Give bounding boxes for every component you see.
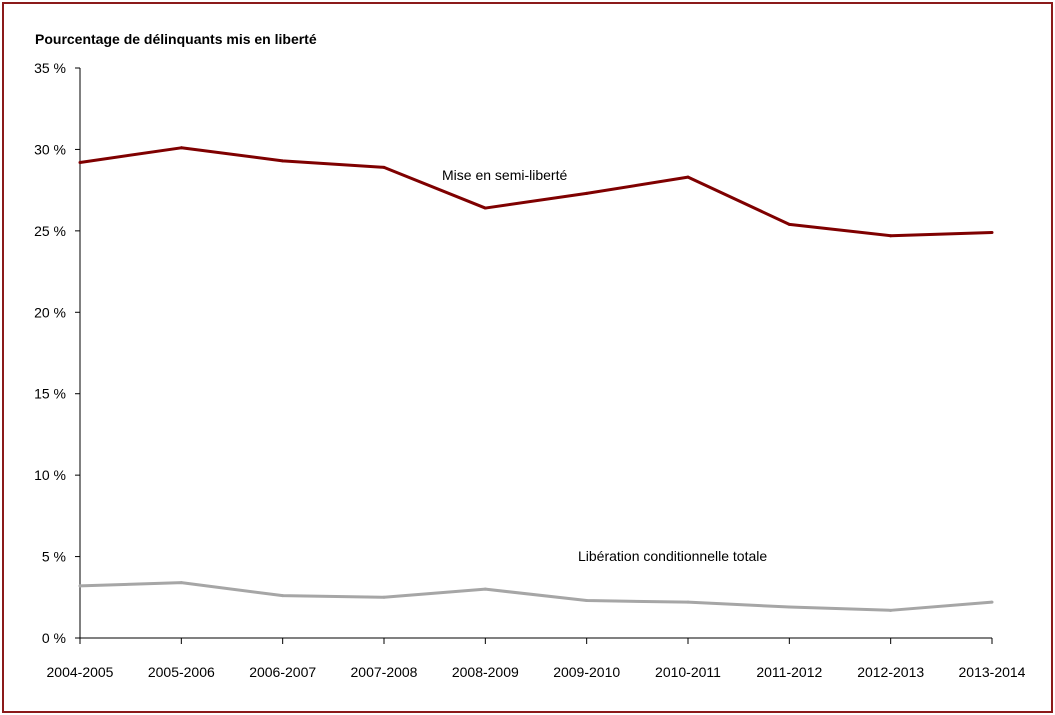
- data-point: [78, 584, 82, 588]
- y-tick-label: 10 %: [34, 467, 66, 483]
- x-tick-label: 2006-2007: [249, 664, 316, 680]
- data-point: [889, 608, 893, 612]
- x-tick-label: 2012-2013: [857, 664, 924, 680]
- data-point: [585, 191, 589, 195]
- x-tick-label: 2005-2006: [148, 664, 215, 680]
- data-point: [281, 594, 285, 598]
- y-tick-label: 25 %: [34, 223, 66, 239]
- y-tick-label: 0 %: [42, 630, 66, 646]
- data-point: [990, 230, 994, 234]
- x-tick-label: 2009-2010: [553, 664, 620, 680]
- data-point: [889, 234, 893, 238]
- data-point: [78, 160, 82, 164]
- y-tick-label: 20 %: [34, 304, 66, 320]
- x-tick-label: 2008-2009: [452, 664, 519, 680]
- data-point: [382, 595, 386, 599]
- y-tick-label: 5 %: [42, 549, 66, 565]
- x-axis: 2004-2005 2005-2006 2006-2007 2007-2008 2008…: [47, 637, 1026, 680]
- data-point: [483, 206, 487, 210]
- data-point: [179, 581, 183, 585]
- data-point: [686, 600, 690, 604]
- series-label-mise-en-semi-liberte: Mise en semi-liberté: [442, 167, 567, 183]
- data-point: [990, 600, 994, 604]
- data-point: [281, 159, 285, 163]
- x-tick-label: 2011-2012: [756, 664, 822, 680]
- series-label-liberation-conditionnelle-totale: Libération conditionnelle totale: [578, 548, 767, 564]
- series-layer: [78, 146, 994, 612]
- x-tick-label: 2004-2005: [47, 664, 114, 680]
- line-chart: Pourcentage de délinquants mis en libert…: [34, 31, 1026, 680]
- data-point: [585, 599, 589, 603]
- data-point: [787, 222, 791, 226]
- data-point: [179, 146, 183, 150]
- y-axis: 0 % 5 % 10 % 15 % 20 % 25 % 30 % 35 %: [34, 60, 81, 646]
- x-tick-label: 2010-2011: [655, 664, 721, 680]
- data-point: [483, 587, 487, 591]
- y-tick-label: 35 %: [34, 60, 66, 76]
- data-point: [686, 175, 690, 179]
- series-annotations: Mise en semi-liberté Libération condition…: [442, 167, 767, 564]
- x-tick-label: 2007-2008: [351, 664, 418, 680]
- series-line-mise-en-semi-liberte: [79, 146, 993, 238]
- y-axis-title: Pourcentage de délinquants mis en libert…: [35, 31, 317, 47]
- series-line-liberation-conditionnelle-totale: [79, 581, 993, 612]
- data-point: [787, 605, 791, 609]
- x-tick-label: 2013-2014: [959, 664, 1026, 680]
- y-tick-label: 30 %: [34, 141, 66, 157]
- data-point: [382, 165, 386, 169]
- y-tick-label: 15 %: [34, 386, 66, 402]
